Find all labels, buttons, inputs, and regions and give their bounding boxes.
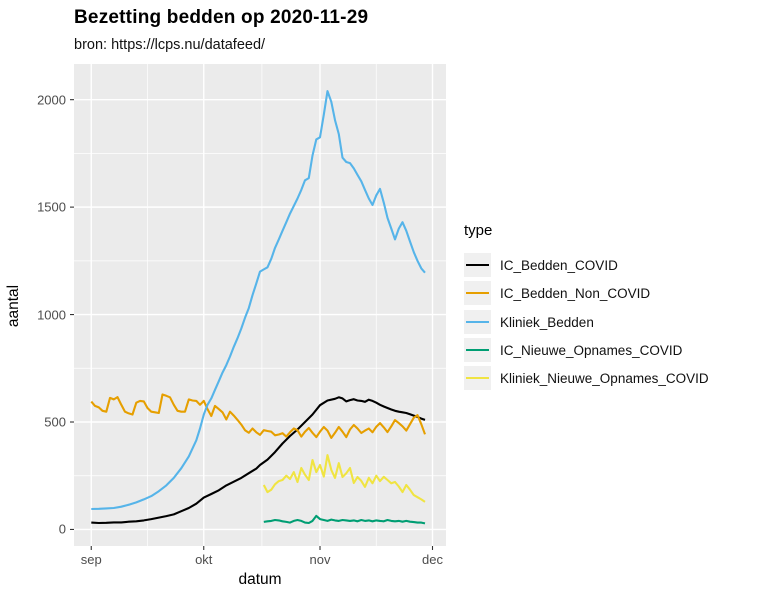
legend-entry-ic-nieuwe-opnames-covid: IC_Nieuwe_Opnames_COVID [464, 338, 682, 362]
legend-entry-ic-bedden-non-covid: IC_Bedden_Non_COVID [464, 281, 650, 305]
legend-key-swatch [464, 310, 491, 334]
legend-line-icon [466, 321, 489, 323]
legend-line-icon [466, 292, 489, 294]
legend-key-swatch [464, 281, 491, 305]
x-tick-label-sep: sep [80, 552, 102, 567]
legend-line-icon [466, 349, 489, 351]
y-axis-title: aantal [5, 284, 22, 328]
x-tick-label-nov: nov [309, 552, 331, 567]
legend-key-swatch [464, 253, 491, 277]
legend-entry-kliniek-nieuwe-opnames-covid: Kliniek_Nieuwe_Opnames_COVID [464, 366, 709, 390]
legend-key-swatch [464, 366, 491, 390]
legend-title: type [464, 222, 493, 239]
y-tick-label-500: 500 [44, 414, 66, 430]
legend-entry-label: Kliniek_Nieuwe_Opnames_COVID [500, 370, 709, 386]
legend-line-icon [466, 377, 489, 379]
legend-entry-label: Kliniek_Bedden [500, 314, 594, 330]
chart-title: Bezetting bedden op 2020-11-29 [74, 7, 369, 28]
legend: type IC_Bedden_COVID IC_Bedden_Non_COVID… [464, 222, 709, 390]
legend-line-icon [466, 264, 489, 266]
x-tick-label-okt: okt [195, 552, 213, 567]
y-tick-label-2000: 2000 [37, 92, 66, 108]
legend-entry-label: IC_Bedden_Non_COVID [500, 285, 651, 301]
y-tick-label-1500: 1500 [37, 199, 66, 215]
x-axis-title: datum [238, 571, 282, 588]
y-tick-label-0: 0 [58, 521, 66, 537]
chart-subtitle: bron: https://lcps.nu/datafeed/ [74, 37, 266, 53]
y-tick-label-1000: 1000 [37, 307, 66, 323]
legend-entry-label: IC_Bedden_COVID [500, 257, 618, 273]
legend-entry-kliniek-bedden: Kliniek_Bedden [464, 310, 594, 334]
x-tick-label-dec: dec [422, 552, 443, 567]
legend-entry-label: IC_Nieuwe_Opnames_COVID [500, 342, 683, 358]
legend-entry-ic-bedden-covid: IC_Bedden_COVID [464, 253, 618, 277]
legend-key-swatch [464, 338, 491, 362]
